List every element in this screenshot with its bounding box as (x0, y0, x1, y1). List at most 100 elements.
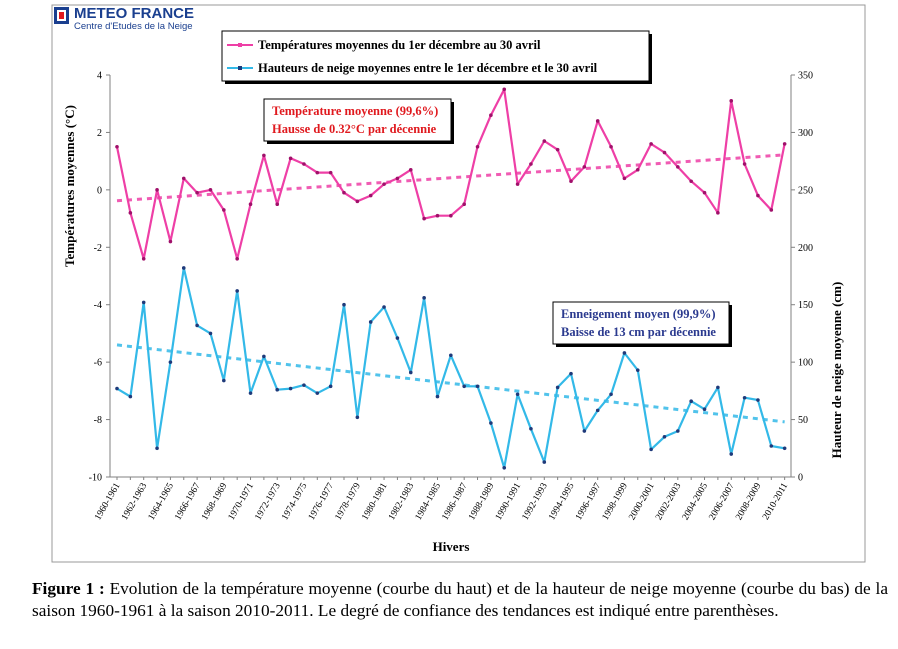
temperature-data-point (435, 213, 440, 218)
snow-data-point (408, 370, 413, 375)
snow-data-point (742, 395, 747, 400)
snow-data-point (235, 289, 239, 293)
snow-data-point (716, 385, 720, 390)
snow-data-point (555, 385, 560, 390)
temperature-data-point (609, 144, 613, 149)
temperature-data-point (235, 256, 239, 261)
temperature-data-point (155, 188, 159, 192)
annotation-temperature-line2: Hausse de 0.32°C par décennie (272, 122, 437, 136)
temperature-data-point (662, 150, 667, 155)
left-axis-tick-label: 2 (97, 128, 102, 139)
snow-data-point (222, 378, 226, 383)
temperature-data-point (702, 190, 707, 195)
figure-caption: Figure 1 : Evolution de la température m… (32, 578, 888, 622)
temperature-data-point (315, 170, 320, 175)
meteo-france-logo: METEO FRANCE Centre d'Etudes de la Neige (54, 5, 194, 32)
snow-data-point (569, 371, 573, 376)
temperature-data-point (342, 190, 346, 195)
temperature-data-point (622, 176, 627, 181)
temperature-data-point (195, 190, 199, 195)
temperature-data-point (742, 162, 747, 166)
snow-data-point (382, 305, 386, 309)
right-axis-tick-label: 150 (798, 300, 813, 311)
temperature-data-point (449, 213, 453, 218)
snow-data-point (315, 391, 320, 395)
legend: Températures moyennes du 1er décembre au… (221, 30, 652, 84)
legend-item-temperature: Températures moyennes du 1er décembre au… (227, 38, 541, 52)
snow-data-point (288, 386, 293, 391)
snow-data-point (649, 447, 653, 452)
temperature-data-point (462, 202, 466, 207)
left-axis-title: Températures moyennes (°C) (62, 105, 77, 267)
temperature-data-point (248, 202, 253, 207)
snow-data-point (756, 398, 760, 402)
snow-data-point (676, 429, 680, 433)
annotation-snow-line1: Enneigement moyen (99,9%) (561, 307, 716, 321)
snow-data-point (168, 360, 173, 364)
temperature-data-point (275, 202, 280, 207)
snow-data-point (355, 415, 360, 420)
snow-data-point (302, 383, 306, 387)
left-axis-tick-label: 0 (97, 185, 102, 196)
snow-data-point (489, 421, 493, 425)
left-axis-tick-label: -4 (94, 300, 102, 311)
snow-data-point (582, 429, 587, 433)
snow-data-point (342, 302, 346, 307)
left-axis-tick-label: -8 (94, 415, 102, 426)
temperature-data-point (729, 99, 734, 103)
snow-data-point (262, 354, 266, 359)
snow-data-point (502, 466, 507, 470)
temperature-data-point (395, 176, 400, 181)
caption-text: Evolution de la température moyenne (cou… (32, 579, 888, 620)
snow-data-point (729, 452, 734, 456)
snow-data-point (515, 392, 520, 397)
temperature-data-point (181, 176, 186, 181)
temperature-data-point (582, 165, 587, 169)
snow-data-point (435, 394, 440, 399)
temperature-data-point (635, 167, 640, 172)
temperature-data-point (382, 182, 386, 186)
x-axis-title: Hivers (433, 539, 470, 554)
snow-data-point (328, 384, 333, 389)
temperature-data-point (769, 208, 774, 212)
left-axis-tick-label: -10 (89, 473, 102, 484)
snow-data-point (622, 351, 627, 355)
annotation-snow-line2: Baisse de 13 cm par décennie (561, 325, 716, 339)
snow-data-point (702, 407, 707, 412)
temperature-data-point (115, 144, 119, 149)
chart: METEO FRANCE Centre d'Etudes de la Neige… (51, 4, 866, 563)
temperature-data-point (716, 211, 720, 215)
temperature-data-point (328, 170, 333, 175)
left-axis-tick-label: -6 (94, 358, 102, 369)
temperature-data-point (141, 256, 146, 261)
right-axis-tick-label: 250 (798, 185, 813, 196)
temperature-data-point (649, 142, 653, 146)
temperature-data-point (756, 193, 760, 198)
temperature-data-point (555, 147, 560, 152)
temperature-data-point (355, 199, 360, 204)
temperature-data-point (489, 113, 493, 117)
annotation-temperature: Température moyenne (99,6%) Hausse de 0.… (263, 98, 454, 144)
snow-data-point (155, 446, 159, 451)
annotation-temperature-line1: Température moyenne (99,6%) (272, 104, 438, 118)
temperature-data-point (542, 139, 547, 143)
snow-data-point (181, 266, 186, 270)
temperature-data-point (368, 193, 373, 198)
temperature-data-point (529, 162, 533, 166)
snow-data-point (395, 336, 400, 340)
snow-data-point (422, 296, 426, 300)
left-axis-tick-label: 4 (97, 71, 102, 82)
snow-data-point (635, 368, 640, 372)
caption-label: Figure 1 : (32, 579, 105, 598)
temperature-data-point (502, 87, 507, 92)
snow-data-point (475, 384, 480, 389)
temperature-data-point (595, 119, 600, 123)
snow-data-point (609, 392, 613, 397)
temperature-data-point (128, 211, 133, 215)
snow-data-point (368, 320, 373, 324)
logo-subtitle: Centre d'Etudes de la Neige (74, 21, 193, 32)
legend-label-temperature: Températures moyennes du 1er décembre au… (258, 38, 541, 52)
snow-data-point (115, 386, 119, 391)
right-axis-tick-label: 100 (798, 358, 813, 369)
logo-emblem-icon (54, 7, 69, 24)
